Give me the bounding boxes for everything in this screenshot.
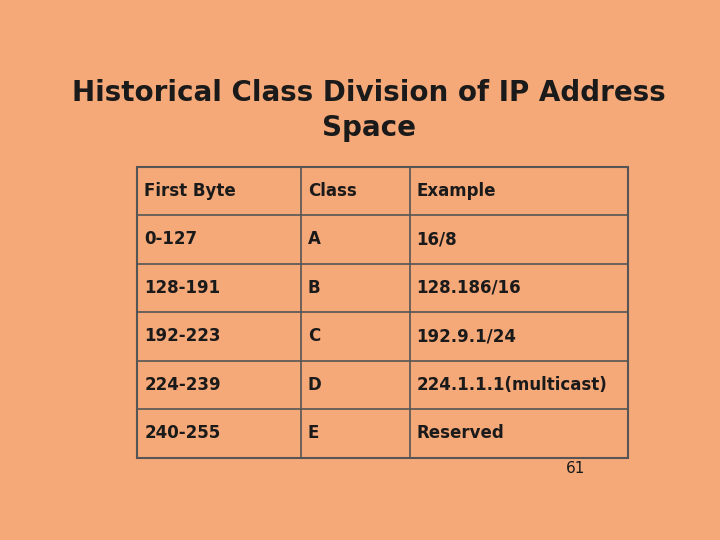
Text: D: D [307, 376, 321, 394]
Text: 128.186/16: 128.186/16 [417, 279, 521, 297]
Text: A: A [307, 231, 320, 248]
Text: 224.1.1.1(multicast): 224.1.1.1(multicast) [417, 376, 608, 394]
Text: Historical Class Division of IP Address
Space: Historical Class Division of IP Address … [72, 79, 666, 142]
Text: 61: 61 [566, 462, 585, 476]
Text: 224-239: 224-239 [144, 376, 221, 394]
Text: Reserved: Reserved [417, 424, 505, 442]
Text: B: B [307, 279, 320, 297]
Text: Class: Class [307, 182, 356, 200]
Text: Example: Example [417, 182, 496, 200]
Text: First Byte: First Byte [144, 182, 236, 200]
Text: 128-191: 128-191 [144, 279, 220, 297]
Text: 192-223: 192-223 [144, 327, 220, 346]
Text: 192.9.1/24: 192.9.1/24 [417, 327, 517, 346]
Text: C: C [307, 327, 320, 346]
Text: 0-127: 0-127 [144, 231, 197, 248]
Text: E: E [307, 424, 319, 442]
Text: 16/8: 16/8 [417, 231, 457, 248]
Text: 240-255: 240-255 [144, 424, 220, 442]
